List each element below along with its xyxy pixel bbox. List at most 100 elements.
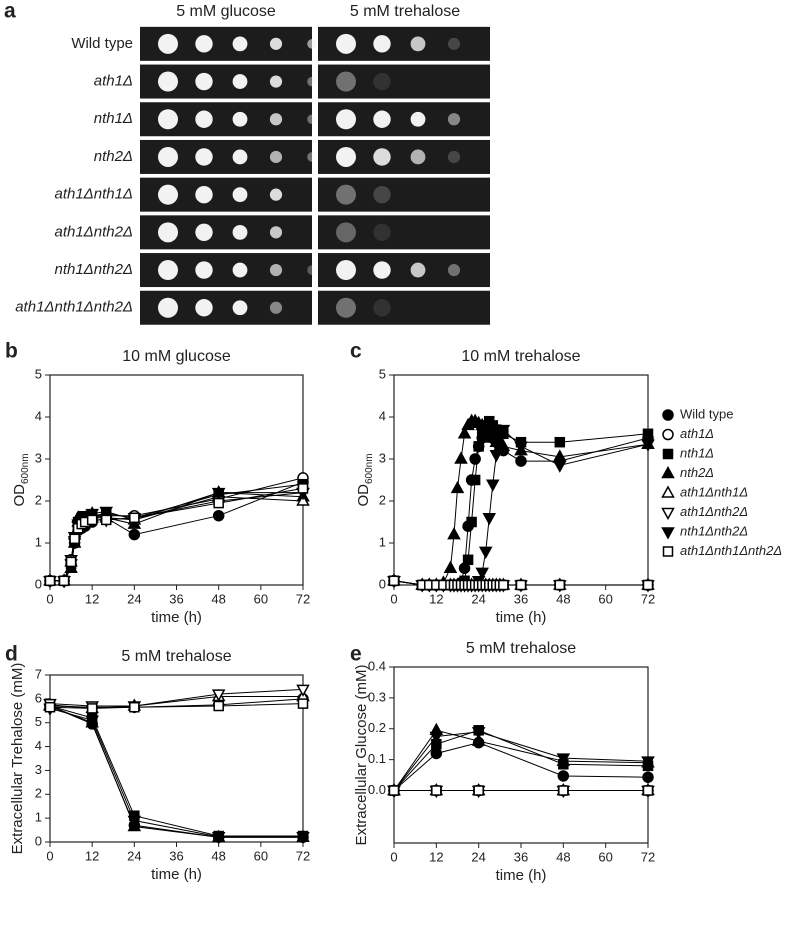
data-point (473, 785, 484, 796)
row-label: Wild type (71, 35, 133, 52)
colony-spot (195, 148, 213, 166)
row-label: ath1Δ (94, 73, 133, 90)
x-tick-label: 0 (390, 591, 397, 606)
x-tick-label: 48 (556, 849, 570, 864)
colony-spot (269, 37, 283, 50)
x-tick-label: 0 (390, 849, 397, 864)
x-tick-label: 36 (514, 849, 528, 864)
y-tick-label: 1 (35, 534, 42, 549)
data-point (44, 701, 56, 713)
data-point (429, 731, 444, 745)
y-tick-label: 5 (35, 714, 42, 729)
colony-spot (195, 110, 213, 128)
legend-marker (662, 546, 674, 557)
x-axis-title: time (h) (496, 867, 547, 884)
colony-spot (410, 111, 426, 127)
data-point (129, 512, 140, 524)
colony-spot (373, 35, 391, 53)
y-tick-label: 0 (379, 576, 386, 591)
column-header: 5 mM glucose (176, 3, 276, 20)
plate-image (318, 290, 490, 325)
y-tick-label: 4 (379, 408, 386, 423)
column-header: 5 mM trehalose (350, 3, 460, 20)
data-point (554, 579, 566, 591)
y-tick-label: 0.1 (368, 751, 386, 766)
colony-spot (269, 150, 283, 164)
x-tick-label: 60 (598, 591, 612, 606)
plate-image (318, 64, 490, 99)
colony-spot (269, 75, 283, 88)
series-line (50, 492, 303, 582)
data-point (478, 546, 493, 559)
colony-spot (269, 188, 283, 201)
colony-spot (373, 72, 391, 91)
colony-spot (307, 39, 317, 49)
y-tick-label: 0 (35, 833, 42, 848)
colony-spot (195, 299, 213, 317)
x-tick-label: 72 (641, 591, 655, 606)
x-tick-label: 72 (296, 848, 310, 863)
colony-spot (158, 146, 178, 167)
legend-label: nth2Δ (680, 465, 714, 480)
x-tick-label: 0 (46, 848, 53, 863)
data-point (86, 514, 98, 526)
data-point (469, 474, 481, 486)
row-label: nth1Δnth2Δ (54, 261, 133, 278)
panel-label: a (4, 0, 16, 23)
colony-spot (447, 37, 461, 50)
colony-spot (158, 222, 178, 243)
y-tick-label: 7 (35, 666, 42, 681)
y-tick-label: 2 (35, 786, 42, 801)
data-point (85, 715, 99, 728)
data-point (642, 785, 654, 796)
x-tick-label: 36 (514, 591, 528, 606)
data-point (69, 533, 80, 545)
y-tick-label: 0.0 (368, 782, 386, 797)
colony-spot (336, 184, 356, 205)
legend-label: nth1Δ (680, 445, 714, 460)
colony-spot (232, 74, 248, 89)
y-tick-label: 1 (35, 810, 42, 825)
data-point (85, 508, 99, 522)
y-tick-label: 3 (35, 762, 42, 777)
data-point (554, 436, 566, 448)
legend-label: ath1Δnth2Δ (680, 504, 748, 519)
data-point (447, 527, 461, 540)
colony-spot (336, 109, 356, 130)
chart-title: 5 mM trehalose (121, 648, 231, 665)
colony-spot (410, 262, 426, 278)
colony-spot (373, 223, 391, 242)
legend-label: ath1Δ (680, 426, 714, 441)
data-point (296, 684, 310, 697)
data-point (515, 579, 527, 591)
data-point (469, 453, 481, 465)
data-point (65, 556, 77, 568)
x-tick-label: 48 (211, 591, 225, 606)
x-tick-label: 24 (127, 591, 141, 606)
x-tick-label: 12 (85, 591, 99, 606)
x-tick-label: 36 (169, 848, 183, 863)
panel-label: e (350, 643, 362, 666)
colony-spot (336, 260, 356, 281)
legend-marker (662, 448, 674, 460)
colony-spot (232, 111, 248, 127)
colony-spot (269, 263, 283, 277)
legend-label: ath1Δnth1Δnth2Δ (680, 543, 782, 558)
colony-spot (158, 109, 178, 130)
colony-spot (195, 261, 213, 279)
y-tick-label: 0 (35, 576, 42, 591)
colony-spot (373, 299, 391, 317)
data-point (431, 785, 442, 796)
data-point (471, 727, 486, 740)
data-point (129, 701, 140, 713)
colony-spot (269, 113, 283, 126)
x-tick-label: 72 (296, 591, 310, 606)
colony-spot (373, 261, 391, 279)
x-axis-title: time (h) (151, 609, 202, 626)
data-point (462, 554, 474, 566)
data-point (475, 567, 489, 580)
colony-spot (158, 33, 178, 54)
legend-marker (661, 507, 675, 521)
series-line (50, 487, 304, 582)
data-point (496, 424, 511, 438)
